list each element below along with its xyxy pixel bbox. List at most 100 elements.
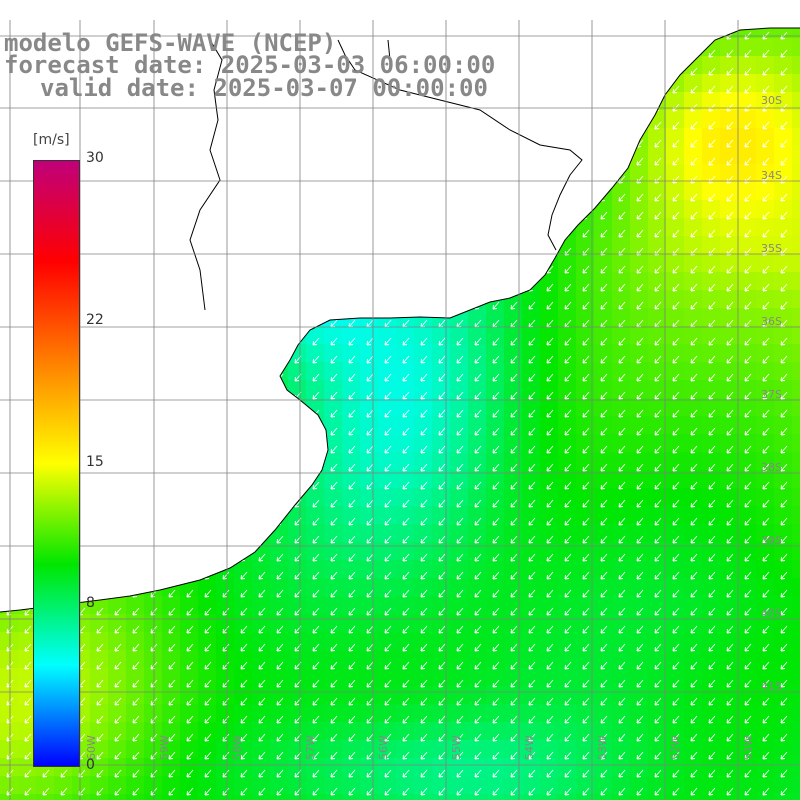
wind-arrow (456, 535, 464, 544)
wind-arrow (690, 121, 698, 130)
wind-cell (468, 776, 487, 795)
wind-arrow (654, 571, 662, 580)
wind-arrow (708, 49, 716, 58)
wind-arrow (618, 355, 626, 364)
wind-cell (0, 668, 19, 687)
wind-cell (90, 650, 109, 669)
wind-cell (342, 542, 361, 561)
wind-arrow (780, 373, 788, 382)
wind-cell (792, 218, 800, 237)
wind-arrow (564, 301, 572, 310)
wind-cell (450, 740, 469, 759)
wind-arrow (762, 265, 770, 274)
wind-cell (522, 308, 541, 327)
wind-cell (396, 416, 415, 435)
wind-cell (252, 650, 271, 669)
wind-cell (414, 380, 433, 399)
wind-cell (630, 650, 649, 669)
wind-arrow (708, 445, 716, 454)
wind-arrow (708, 355, 716, 364)
wind-arrow (564, 337, 572, 346)
wind-arrow (600, 445, 608, 454)
wind-arrow (690, 481, 698, 490)
wind-cell (342, 506, 361, 525)
wind-cell (702, 686, 721, 705)
wind-cell (468, 470, 487, 489)
wind-cell (630, 272, 649, 291)
wind-cell (666, 722, 685, 741)
wind-cell (774, 56, 793, 75)
wind-cell (612, 362, 631, 381)
wind-arrow (672, 553, 680, 562)
wind-cell (216, 794, 235, 800)
wind-cell (504, 686, 523, 705)
wind-cell (594, 740, 613, 759)
wind-cell (576, 578, 595, 597)
wind-cell (684, 74, 703, 93)
wind-arrow (636, 463, 644, 472)
wind-cell (540, 686, 559, 705)
wind-arrow (456, 355, 464, 364)
wind-arrow (726, 391, 734, 400)
wind-cell (612, 722, 631, 741)
wind-cell (594, 758, 613, 777)
wind-cell (252, 668, 271, 687)
wind-cell (720, 146, 739, 165)
wind-cell (594, 218, 613, 237)
wind-cell (756, 704, 775, 723)
wind-cell (774, 380, 793, 399)
wind-cell (666, 200, 685, 219)
wind-arrow (654, 517, 662, 526)
wind-arrow (474, 517, 482, 526)
longitude-label: 54W (523, 735, 536, 760)
wind-cell (684, 632, 703, 651)
wind-arrow (510, 463, 518, 472)
wind-arrow (762, 229, 770, 238)
wind-cell (450, 416, 469, 435)
wind-cell (792, 110, 800, 129)
wind-arrow (384, 373, 392, 382)
wind-cell (540, 290, 559, 309)
wind-cell (540, 776, 559, 795)
wind-arrow (690, 517, 698, 526)
wind-arrow (654, 481, 662, 490)
wind-cell (288, 596, 307, 615)
wind-cell (198, 758, 217, 777)
wind-cell (720, 416, 739, 435)
wind-arrow (654, 373, 662, 382)
wind-cell (702, 470, 721, 489)
wind-cell (738, 560, 757, 579)
wind-cell (126, 758, 145, 777)
wind-cell (648, 308, 667, 327)
wind-cell (756, 290, 775, 309)
wind-arrow (744, 553, 752, 562)
wind-cell (774, 74, 793, 93)
wind-cell (522, 542, 541, 561)
wind-arrow (438, 409, 446, 418)
wind-cell (738, 362, 757, 381)
wind-arrow (762, 571, 770, 580)
wind-cell (522, 740, 541, 759)
wind-arrow (492, 499, 500, 508)
wind-cell (234, 578, 253, 597)
wind-arrow (726, 121, 734, 130)
wind-arrow (402, 517, 410, 526)
wind-arrow (636, 571, 644, 580)
wind-cell (360, 344, 379, 363)
wind-cell (540, 470, 559, 489)
wind-cell (504, 578, 523, 597)
wind-cell (684, 290, 703, 309)
wind-arrow (744, 571, 752, 580)
wind-arrow (726, 193, 734, 202)
wind-cell (630, 740, 649, 759)
wind-cell (162, 632, 181, 651)
wind-arrow (546, 535, 554, 544)
wind-cell (54, 794, 73, 800)
wind-cell (648, 776, 667, 795)
wind-cell (792, 254, 800, 273)
wind-cell (378, 722, 397, 741)
wind-cell (252, 794, 271, 800)
wind-cell (414, 650, 433, 669)
wind-cell (234, 704, 253, 723)
wind-cell (738, 326, 757, 345)
